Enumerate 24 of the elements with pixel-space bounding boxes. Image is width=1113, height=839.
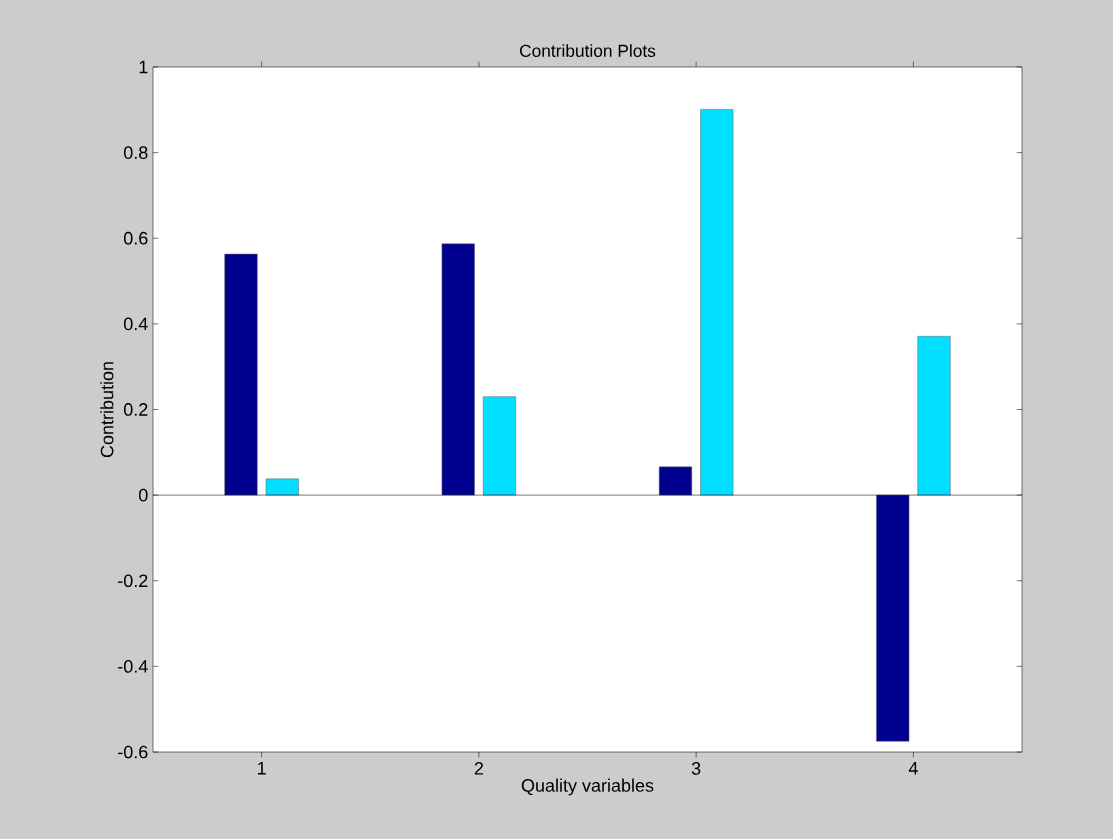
y-tick-label: -0.6 [118,745,148,759]
x-tick-label: 3 [691,762,701,775]
x-tick-label: 4 [908,762,918,775]
y-tick-label: 1 [139,60,148,74]
y-tick-label: 0.4 [123,317,148,331]
bar [224,253,258,496]
x-tick-label: 1 [258,762,266,775]
x-tick-label: 2 [474,762,483,775]
y-tick-label: 0.2 [123,403,148,416]
y-axis-title: Contribution [100,362,114,458]
y-tick-label: -0.2 [118,574,148,588]
bar [265,478,299,496]
y-tick-label: -0.4 [118,660,148,673]
bar [700,109,734,496]
y-tick-label: 0 [138,488,148,502]
bar [917,336,951,496]
bar [658,466,693,496]
chart-title: Contribution Plots [519,44,656,57]
bar [482,396,517,496]
y-tick-label: 0.6 [123,231,148,245]
bar [441,243,475,496]
x-axis-title: Quality variables [521,778,654,796]
y-tick-label: 0.8 [123,146,148,159]
bar [876,494,910,742]
